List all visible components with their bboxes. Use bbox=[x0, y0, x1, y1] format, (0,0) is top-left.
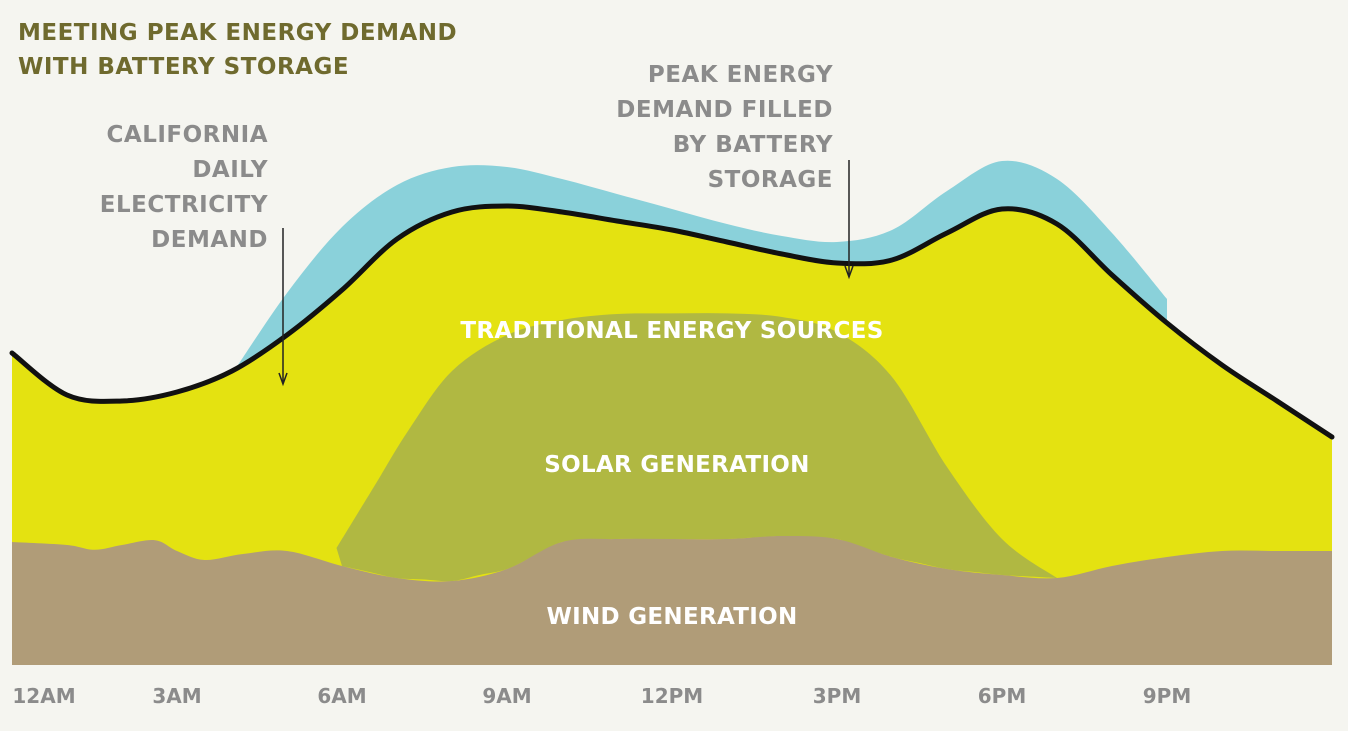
demand-annotation-line-4: DEMAND bbox=[151, 227, 268, 253]
x-tick-9am: 9AM bbox=[482, 684, 532, 708]
peak-annotation: PEAK ENERGY DEMAND FILLED BY BATTERY STO… bbox=[616, 58, 833, 198]
x-tick-6pm: 6PM bbox=[977, 684, 1027, 708]
wind-generation-label: WIND GENERATION bbox=[546, 604, 798, 630]
x-tick-3am: 3AM bbox=[152, 684, 202, 708]
demand-line bbox=[9, 203, 1335, 440]
demand-annotation-line-3: ELECTRICITY bbox=[99, 192, 268, 218]
demand-annotation-line-2: DAILY bbox=[192, 157, 268, 183]
chart-title: MEETING PEAK ENERGY DEMAND WITH BATTERY … bbox=[18, 16, 457, 84]
peak-pointer-arrowhead bbox=[844, 265, 854, 280]
peak-annotation-line-3: BY BATTERY bbox=[672, 132, 833, 158]
chart-title-line-2: WITH BATTERY STORAGE bbox=[18, 54, 350, 80]
peak-annotation-line-2: DEMAND FILLED bbox=[616, 97, 833, 123]
peak-annotation-line-4: STORAGE bbox=[707, 167, 833, 193]
x-tick-3pm: 3PM bbox=[812, 684, 862, 708]
demand-annotation: CALIFORNIA DAILY ELECTRICITY DEMAND bbox=[100, 118, 268, 258]
x-tick-6am: 6AM bbox=[317, 684, 367, 708]
peak-annotation-line-1: PEAK ENERGY bbox=[647, 62, 833, 88]
x-tick-12pm: 12PM bbox=[640, 684, 704, 708]
solar-generation-area bbox=[336, 313, 1057, 582]
x-tick-12am: 12AM bbox=[12, 684, 76, 708]
x-tick-9pm: 9PM bbox=[1142, 684, 1192, 708]
demand-pointer-arrowhead bbox=[278, 372, 288, 387]
traditional-energy-label: TRADITIONAL ENERGY SOURCES bbox=[460, 318, 884, 344]
chart-title-line-1: MEETING PEAK ENERGY DEMAND bbox=[18, 20, 458, 46]
solar-generation-label: SOLAR GENERATION bbox=[544, 452, 810, 478]
battery-storage-area bbox=[232, 160, 1167, 374]
wind-generation-area bbox=[12, 535, 1332, 665]
demand-annotation-line-1: CALIFORNIA bbox=[106, 122, 268, 148]
